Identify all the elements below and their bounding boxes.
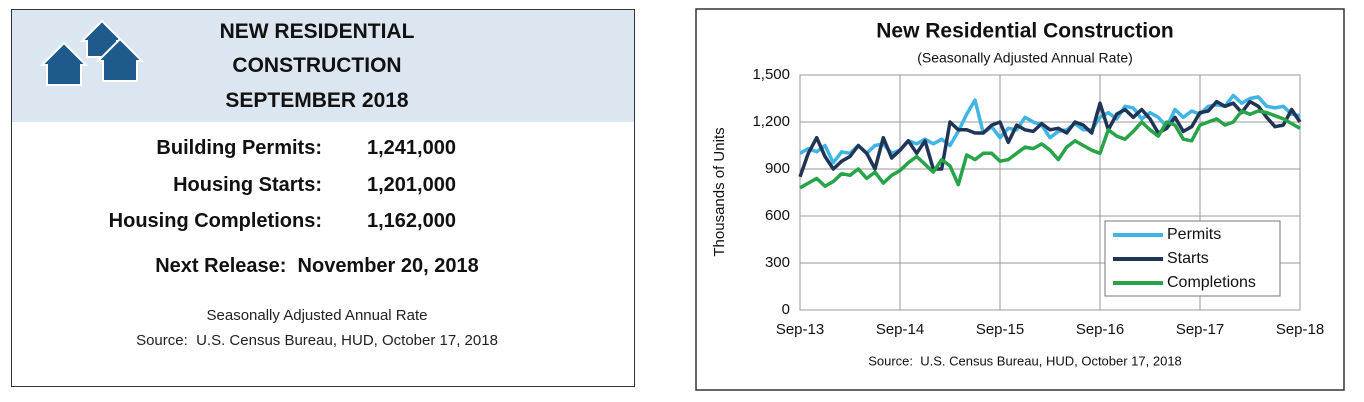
x-tick-label: Sep-18: [1276, 321, 1324, 338]
series-line: [799, 109, 1301, 190]
row-value: 1,241,000: [367, 137, 456, 159]
row-label: Building Permits:: [156, 137, 322, 159]
x-tick-label: Sep-16: [1076, 321, 1124, 338]
chart-subtitle: (Seasonally Adjusted Annual Rate): [917, 50, 1133, 66]
card-title: NEW RESIDENTIAL: [219, 20, 415, 43]
y-tick-label: 1,200: [752, 113, 790, 130]
row-label: Housing Completions:: [108, 210, 322, 232]
series-line: [798, 99, 1302, 178]
card-title: CONSTRUCTION: [232, 54, 402, 77]
next-release: Next Release: November 20, 2018: [155, 255, 479, 277]
footnote: Source: U.S. Census Bureau, HUD, October…: [136, 332, 498, 349]
chart-title: New Residential Construction: [876, 20, 1174, 43]
x-tick-label: Sep-13: [776, 321, 824, 338]
y-axis-label: Thousands of Units: [711, 127, 728, 256]
summary-card: NEW RESIDENTIAL CONSTRUCTION SEPTEMBER 2…: [11, 9, 635, 387]
source-note: Source: U.S. Census Bureau, HUD, October…: [868, 353, 1182, 368]
chart-frame: [695, 8, 1345, 391]
legend-label: Permits: [1167, 226, 1221, 243]
y-tick-label: 0: [782, 301, 790, 318]
x-tick-label: Sep-14: [876, 321, 924, 338]
y-tick-label: 300: [765, 254, 790, 271]
y-tick-label: 900: [765, 160, 790, 177]
row-label: Housing Starts:: [173, 174, 322, 196]
card-title: SEPTEMBER 2018: [225, 89, 409, 112]
x-tick-label: Sep-17: [1176, 321, 1224, 338]
row-value: 1,162,000: [367, 210, 456, 232]
legend-label: Completions: [1167, 274, 1256, 291]
y-tick-label: 600: [765, 207, 790, 224]
x-tick-label: Sep-15: [976, 321, 1024, 338]
legend-label: Starts: [1167, 250, 1209, 267]
row-value: 1,201,000: [367, 174, 456, 196]
houses-icon: [40, 19, 145, 86]
footnote: Seasonally Adjusted Annual Rate: [206, 307, 428, 324]
y-tick-label: 1,500: [752, 66, 790, 83]
